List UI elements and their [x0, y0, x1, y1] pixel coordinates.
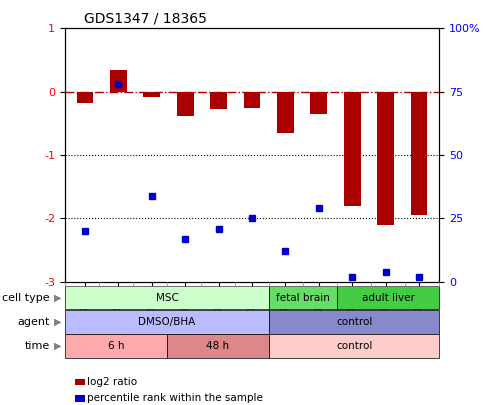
Text: cell type: cell type	[2, 292, 50, 303]
Bar	[244, 92, 260, 108]
Bar	[411, 92, 428, 215]
Bar	[210, 92, 227, 109]
Bar	[143, 92, 160, 97]
Text: control: control	[336, 317, 372, 327]
Text: adult liver: adult liver	[362, 292, 415, 303]
Text: MSC: MSC	[156, 292, 178, 303]
Bar	[377, 92, 394, 225]
Text: control: control	[336, 341, 372, 351]
Bar	[76, 92, 93, 103]
Text: agent: agent	[17, 317, 50, 327]
Text: ▶: ▶	[53, 341, 61, 351]
Text: fetal brain: fetal brain	[276, 292, 330, 303]
Text: 6 h: 6 h	[108, 341, 124, 351]
Bar	[110, 70, 127, 92]
Text: time: time	[24, 341, 50, 351]
Text: GDS1347 / 18365: GDS1347 / 18365	[84, 12, 207, 26]
Bar	[310, 92, 327, 114]
Bar	[177, 92, 194, 116]
Text: ▶: ▶	[53, 292, 61, 303]
Text: ▶: ▶	[53, 317, 61, 327]
Bar	[277, 92, 294, 133]
Text: DMSO/BHA: DMSO/BHA	[138, 317, 196, 327]
Text: 48 h: 48 h	[207, 341, 230, 351]
Bar	[344, 92, 361, 206]
Text: percentile rank within the sample: percentile rank within the sample	[87, 393, 263, 403]
Text: log2 ratio: log2 ratio	[87, 377, 137, 387]
